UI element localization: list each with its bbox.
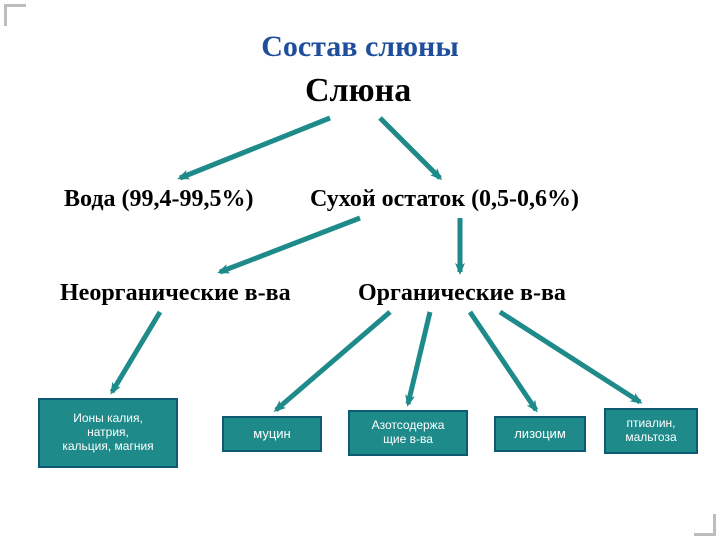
arrow <box>276 312 390 410</box>
node-inorganic: Неорганические в-ва <box>60 280 291 307</box>
arrow <box>112 312 160 392</box>
leaf-ptya: птиалин,мальтоза <box>604 408 698 454</box>
arrow <box>180 118 330 178</box>
node-organic: Органические в-ва <box>358 280 566 307</box>
node-water: Вода (99,4-99,5%) <box>64 186 253 213</box>
node-dry-residue: Сухой остаток (0,5-0,6%) <box>310 186 579 213</box>
diagram-title: Состав слюны <box>0 30 720 64</box>
arrow <box>220 218 360 272</box>
slide-corner-br <box>694 514 716 536</box>
arrow <box>408 312 430 404</box>
leaf-mucin: муцин <box>222 416 322 452</box>
node-root: Слюна <box>305 72 411 110</box>
leaf-nitro: Азотсодержащие в-ва <box>348 410 468 456</box>
leaf-lyso: лизоцим <box>494 416 586 452</box>
arrow <box>470 312 536 410</box>
arrow <box>380 118 440 178</box>
arrow <box>500 312 640 402</box>
slide-corner-tl <box>4 4 26 26</box>
leaf-ions: Ионы калия,натрия,кальция, магния <box>38 398 178 468</box>
